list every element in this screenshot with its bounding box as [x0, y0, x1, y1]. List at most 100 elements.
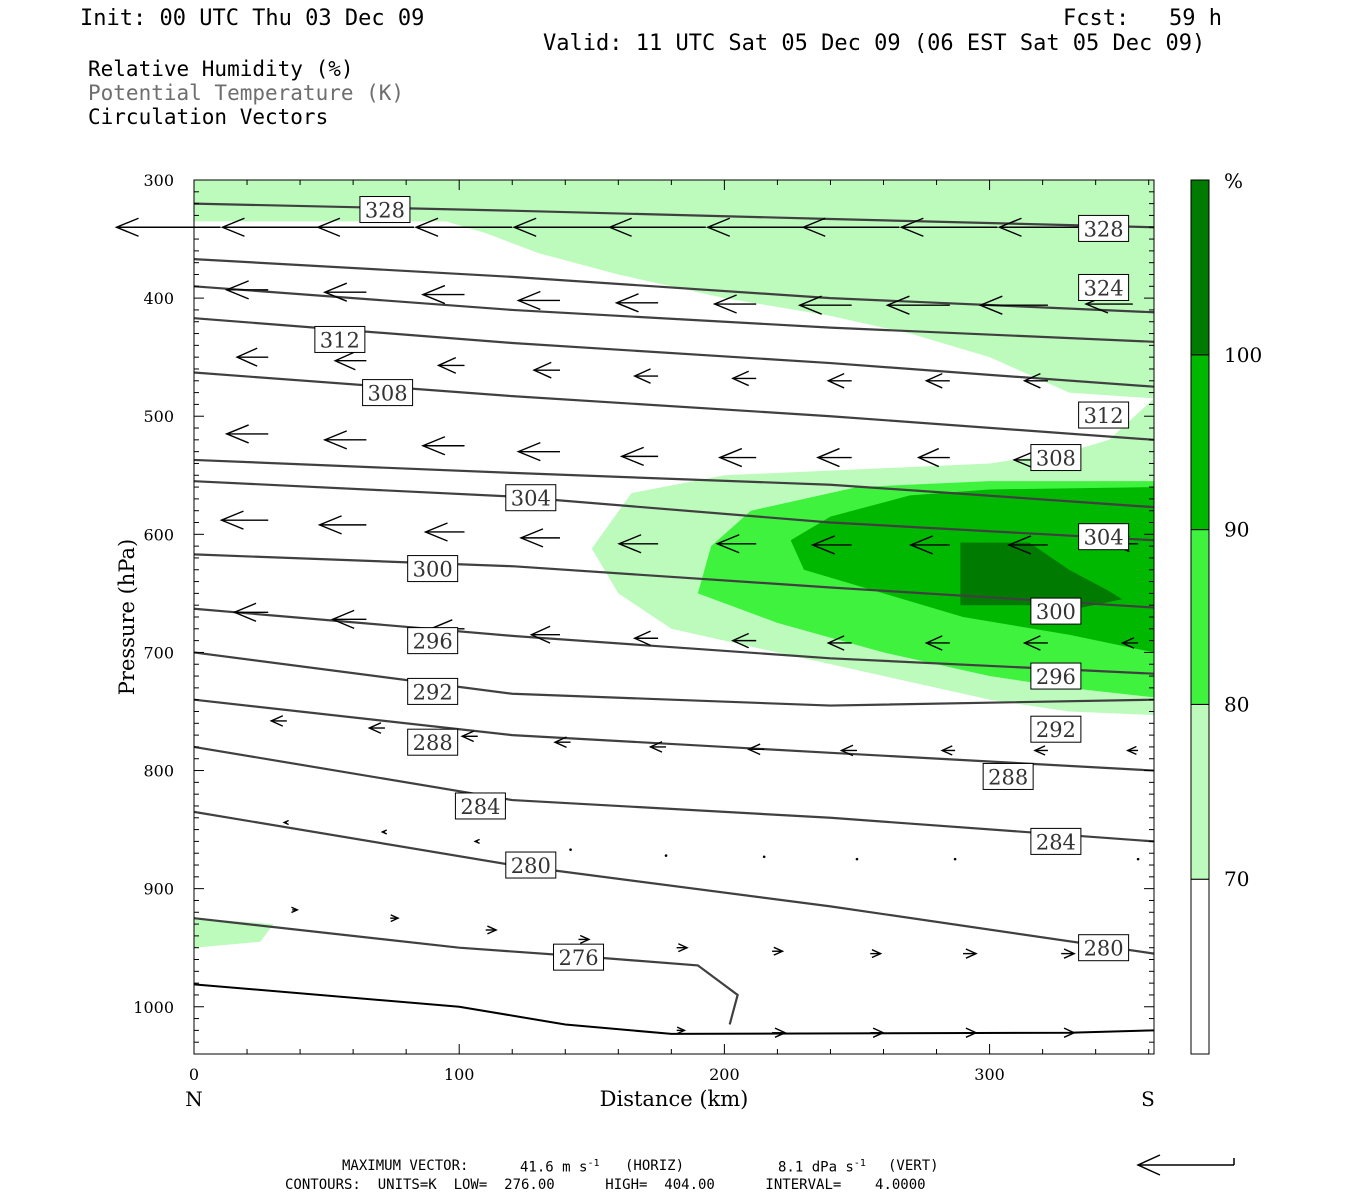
y-tick-label: 400 [143, 289, 174, 308]
rh-region-70 [194, 180, 1154, 399]
circulation-vector [333, 351, 367, 371]
circulation-vector [1125, 745, 1139, 756]
circulation-vector [519, 528, 560, 548]
reference-vector-arrow [1136, 1154, 1235, 1176]
circulation-vector [797, 295, 852, 315]
surface-line [193, 983, 1155, 1035]
init-time: Init: 00 UTC Thu 03 Dec 09 [80, 6, 425, 31]
y-tick-label: 900 [143, 880, 174, 899]
circulation-vector [855, 857, 859, 861]
colorbar-level-label: 100 [1224, 343, 1262, 367]
theta-label-300: 300 [407, 555, 459, 583]
colorbar-level-label: 90 [1224, 518, 1249, 542]
circulation-vector [516, 442, 560, 462]
colorbar-level-label: 70 [1224, 867, 1249, 891]
circulation-vector [1136, 857, 1140, 861]
theta-label-280: 280 [1078, 934, 1130, 962]
circulation-vector [731, 370, 757, 387]
theta-contour-276 [193, 917, 739, 1025]
legend-relative-humidity: Relative Humidity (%) [88, 57, 354, 81]
circulation-vector [114, 217, 221, 237]
circulation-vector [316, 217, 415, 237]
colorbar-level-label: 80 [1224, 692, 1249, 716]
y-tick-label: 600 [143, 525, 174, 544]
theta-label-288: 288 [407, 728, 459, 756]
circulation-vector [810, 535, 852, 555]
circulation-vector [460, 730, 478, 743]
circulation-vector [816, 447, 852, 468]
circulation-vector [619, 446, 659, 467]
circulation-vector [772, 1027, 787, 1038]
svg-text:324: 324 [1084, 276, 1124, 300]
circulation-vector [317, 515, 367, 535]
circulation-vector [219, 510, 269, 530]
y-tick-label: 1000 [133, 998, 174, 1017]
circulation-vector [473, 838, 480, 845]
circulation-vector [1022, 635, 1048, 651]
colorbar-bin [1190, 529, 1210, 705]
theta-label-276: 276 [553, 943, 605, 971]
circulation-vector [269, 715, 287, 727]
circulation-vector [421, 284, 465, 305]
theta-label-328: 328 [1078, 214, 1130, 242]
theta-contour-320 [193, 285, 1155, 343]
y-tick-label: 700 [143, 643, 174, 662]
axes: 300 400 500 600 700 800 900 1000 0 100 200 300 Dista… [115, 171, 1155, 1111]
theta-contour-308 [193, 458, 1155, 509]
circulation-vector [532, 361, 560, 379]
potential-temperature-contours [193, 202, 1155, 1035]
circulation-vector [516, 290, 560, 311]
svg-text:288: 288 [988, 765, 1028, 789]
circulation-vector [963, 1027, 978, 1038]
circulation-vector [380, 829, 388, 835]
circulation-vector [1061, 1027, 1076, 1038]
circulation-vector [632, 630, 659, 647]
circulation-vector [1061, 948, 1076, 959]
theta-label-292: 292 [1030, 715, 1082, 743]
theta-contour-304 [193, 480, 1155, 542]
circulation-vector [676, 943, 689, 953]
svg-text:308: 308 [1036, 447, 1076, 471]
circulation-vector [746, 743, 765, 756]
circulation-vector [963, 948, 978, 959]
theta-label-296: 296 [407, 627, 459, 655]
max-vector-horiz-tag: (HORIZ) [625, 1158, 685, 1174]
svg-text:300: 300 [1036, 600, 1076, 624]
colorbar-bin [1190, 703, 1210, 880]
circulation-vector [485, 925, 498, 935]
theta-label-284: 284 [1030, 827, 1082, 855]
svg-text:312: 312 [1084, 404, 1124, 428]
circulation-vector [1022, 373, 1048, 389]
svg-text:312: 312 [320, 328, 360, 352]
circulation-vector [916, 447, 950, 468]
valid-time: Valid: 11 UTC Sat 05 Dec 09 (06 EST Sat … [543, 31, 1206, 56]
theta-label-308: 308 [1030, 444, 1082, 472]
y-axis-label: Pressure (hPa) [115, 539, 139, 695]
svg-text:300: 300 [413, 558, 453, 582]
svg-text:328: 328 [365, 199, 405, 223]
max-vector-horiz: 41.6 m s-1 [520, 1158, 600, 1176]
x-axis-label: Distance (km) [600, 1087, 749, 1111]
circulation-vector [715, 534, 757, 554]
circulation-vector [924, 373, 950, 389]
svg-text:328: 328 [1084, 217, 1124, 241]
y-tick-label: 500 [143, 407, 174, 426]
circulation-vector [924, 635, 950, 651]
svg-text:296: 296 [1036, 665, 1076, 689]
theta-contour-312 [193, 371, 1155, 441]
circulation-vector [712, 294, 757, 314]
circulation-vector [512, 217, 611, 237]
colorbar-bin [1190, 179, 1210, 356]
circulation-vector [436, 357, 465, 374]
circulation-vector [632, 368, 659, 384]
svg-text:280: 280 [1084, 937, 1124, 961]
circulation-vector [839, 744, 857, 757]
circulation-vector [826, 373, 852, 389]
svg-text:304: 304 [511, 487, 551, 511]
theta-label-324: 324 [1078, 273, 1130, 301]
theta-label-288: 288 [982, 762, 1034, 790]
circulation-vector [648, 741, 667, 753]
y-tick-label: 300 [143, 171, 174, 190]
circulation-vector [224, 424, 269, 444]
